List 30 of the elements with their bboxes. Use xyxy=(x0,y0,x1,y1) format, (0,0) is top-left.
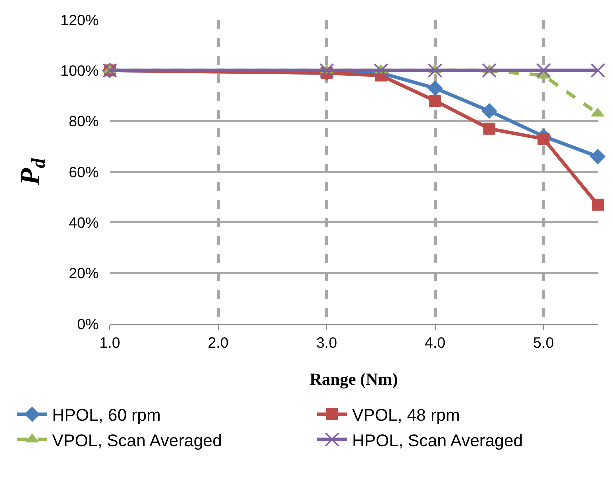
legend-label: VPOL, 48 rpm xyxy=(352,406,460,426)
y-tick-label: 100% xyxy=(60,62,99,80)
x-tick-label: 1.0 xyxy=(100,335,120,352)
point xyxy=(484,122,496,135)
point xyxy=(536,63,552,78)
point xyxy=(590,63,606,78)
y-tick-label: 40% xyxy=(68,214,99,232)
legend-label: HPOL, Scan Averaged xyxy=(352,431,524,450)
x-axis-title: Range (Nm) xyxy=(310,370,398,389)
x-tick-label: 4.0 xyxy=(424,335,446,352)
point xyxy=(482,63,497,78)
point xyxy=(320,63,334,78)
y-tick-label: 80% xyxy=(68,114,99,131)
x-tick-label: 5.0 xyxy=(533,335,554,352)
x-tick-label: 3.0 xyxy=(316,335,338,352)
y-tick-label: 120% xyxy=(60,12,99,30)
legend-label: VPOL, Scan Averaged xyxy=(52,431,222,450)
point xyxy=(428,63,443,78)
point xyxy=(428,80,444,96)
y-tick-label: 60% xyxy=(68,164,99,182)
point xyxy=(590,149,606,165)
point xyxy=(482,103,498,119)
y-tick-label: 0% xyxy=(77,316,99,334)
y-tick-label: 20% xyxy=(68,266,99,283)
point xyxy=(429,95,442,108)
x-tick-label: 2.0 xyxy=(208,335,229,352)
point xyxy=(374,63,388,78)
point xyxy=(538,133,550,146)
point xyxy=(592,198,604,211)
legend-label: HPOL, 60 rpm xyxy=(52,406,162,426)
